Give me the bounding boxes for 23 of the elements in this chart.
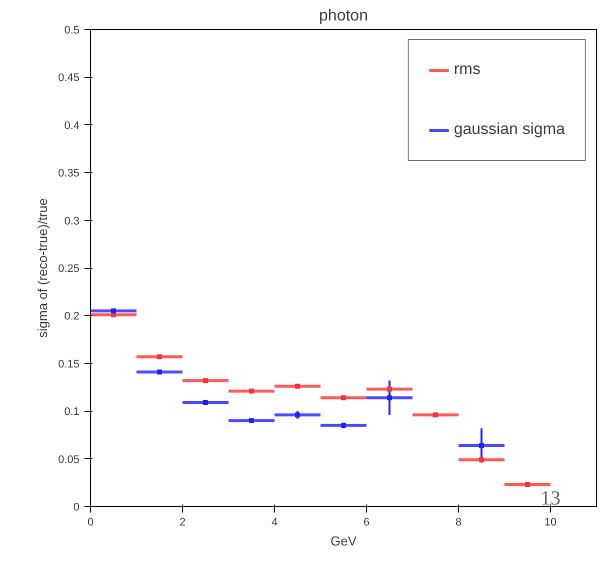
- y-tick-label: 0.45: [58, 72, 80, 84]
- legend-label: gaussian sigma: [454, 121, 565, 139]
- legend-label: rms: [454, 61, 480, 79]
- x-tick-label: 4: [271, 516, 278, 528]
- y-tick-label: 0.05: [58, 454, 80, 466]
- y-tick-label: 0.2: [64, 310, 80, 323]
- y-tick-label: 0.1: [64, 406, 80, 418]
- chart-title: photon: [319, 8, 368, 24]
- y-tick-label: 0.3: [64, 215, 80, 228]
- y-tick-label: 0.25: [58, 263, 80, 275]
- y-tick-label: 0.35: [58, 168, 80, 180]
- x-tick-label: 2: [179, 516, 186, 528]
- x-tick-label: 6: [363, 516, 370, 528]
- x-tick-label: 10: [544, 516, 557, 528]
- y-tick-label: 0.5: [64, 24, 80, 36]
- x-axis-title: GeV: [330, 534, 357, 548]
- y-axis-title: sigma of (reco-true)/true: [35, 198, 50, 338]
- annotation: 13: [540, 488, 560, 510]
- y-tick-label: 0.4: [64, 120, 80, 132]
- y-tick-label: 0.15: [58, 358, 80, 370]
- x-tick-label: 8: [455, 516, 462, 528]
- y-tick-label: 0: [73, 502, 80, 514]
- x-tick-label: 0: [87, 516, 94, 528]
